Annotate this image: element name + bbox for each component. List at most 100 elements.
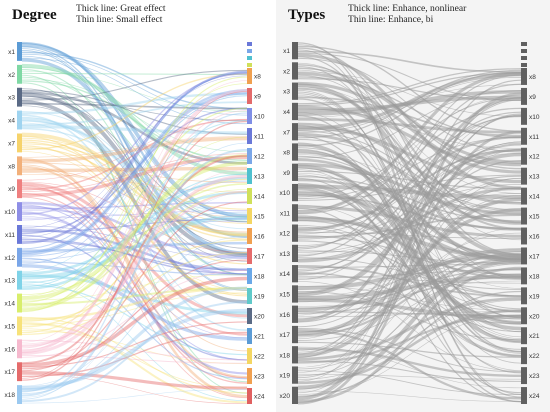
sankey-link bbox=[21, 292, 248, 326]
sankey-link bbox=[21, 102, 248, 110]
right-node-label: x14 bbox=[529, 194, 540, 201]
sankey-link bbox=[21, 205, 248, 276]
right-node-label: x17 bbox=[529, 253, 540, 260]
sankey-link bbox=[21, 141, 248, 265]
types-title: Types bbox=[288, 7, 326, 23]
sankey-link bbox=[21, 71, 248, 112]
sankey-link bbox=[21, 135, 248, 297]
sankey-link bbox=[297, 273, 522, 341]
sankey-link bbox=[21, 110, 248, 349]
sankey-link bbox=[297, 299, 522, 380]
sankey-link bbox=[21, 107, 248, 303]
sankey-link bbox=[21, 234, 248, 361]
left-node-label: x7 bbox=[283, 129, 290, 136]
left-node-label: x2 bbox=[283, 68, 290, 75]
sankey-link bbox=[297, 72, 522, 214]
left-node-x8 bbox=[17, 156, 22, 176]
sankey-link bbox=[21, 328, 248, 389]
sankey-link bbox=[21, 147, 248, 236]
sankey-link bbox=[21, 192, 248, 398]
sankey-link bbox=[297, 72, 522, 107]
sankey-link bbox=[21, 91, 248, 256]
types-legend-thick: Thick line: Enhance, nonlinear bbox=[348, 3, 467, 14]
sankey-link bbox=[21, 180, 248, 257]
left-node-label: x20 bbox=[280, 393, 291, 400]
right-node-x23 bbox=[521, 367, 527, 385]
sankey-link bbox=[21, 191, 248, 347]
sankey-link bbox=[21, 42, 248, 218]
sankey-link bbox=[21, 287, 248, 306]
sankey-link bbox=[21, 70, 248, 245]
sankey-link bbox=[21, 101, 248, 126]
sankey-link bbox=[21, 97, 248, 122]
right-node-x17 bbox=[247, 248, 252, 264]
sankey-link bbox=[21, 137, 248, 224]
right-node-x15 bbox=[521, 207, 527, 225]
sankey-link bbox=[297, 266, 522, 403]
left-node-label: x3 bbox=[283, 89, 290, 96]
sankey-link bbox=[21, 211, 248, 261]
right-node-x24 bbox=[521, 387, 527, 404]
sankey-link bbox=[297, 115, 522, 281]
right-node-x24 bbox=[247, 388, 252, 404]
left-node-label: x4 bbox=[283, 109, 290, 116]
sankey-link bbox=[21, 162, 248, 183]
sankey-link bbox=[297, 373, 522, 380]
left-node-label: x8 bbox=[283, 150, 290, 157]
sankey-link bbox=[21, 57, 248, 125]
left-node-label: x16 bbox=[280, 312, 291, 319]
sankey-link bbox=[21, 136, 248, 163]
degree-sankey-diagram: x1 x2 x3 x4 x7 x8 x9 x10 x11 x12 x13 x14 x15 x16 x17 x1… bbox=[5, 41, 265, 405]
sankey-link bbox=[297, 113, 522, 401]
left-node-x18 bbox=[17, 385, 22, 404]
sankey-link bbox=[21, 252, 248, 336]
link-group bbox=[21, 41, 248, 405]
left-node-label: x10 bbox=[5, 209, 16, 216]
sankey-link bbox=[21, 181, 248, 253]
sankey-link bbox=[21, 186, 248, 336]
sankey-link bbox=[21, 321, 248, 368]
right-node-stub bbox=[247, 63, 252, 67]
left-node-label: x4 bbox=[8, 118, 15, 125]
right-node-label: x24 bbox=[254, 394, 265, 401]
right-node-label: x16 bbox=[254, 234, 265, 241]
sankey-link bbox=[21, 114, 248, 331]
right-node-label: x15 bbox=[529, 214, 540, 221]
sankey-link bbox=[297, 68, 522, 105]
right-node-label: x19 bbox=[529, 293, 540, 300]
sankey-link bbox=[21, 89, 248, 254]
sankey-link bbox=[21, 76, 248, 222]
sankey-link bbox=[21, 264, 248, 341]
link-group bbox=[297, 42, 522, 405]
sankey-link bbox=[21, 155, 248, 197]
sankey-link bbox=[297, 177, 522, 379]
right-node-label: x13 bbox=[529, 174, 540, 181]
right-node-label: x12 bbox=[254, 154, 265, 161]
left-node-label: x9 bbox=[8, 186, 15, 193]
right-node-x11 bbox=[247, 128, 252, 144]
sankey-link bbox=[21, 189, 248, 295]
sankey-link bbox=[21, 255, 248, 395]
sankey-link bbox=[21, 75, 248, 229]
sankey-link bbox=[21, 225, 248, 259]
sankey-link bbox=[21, 88, 248, 249]
sankey-link bbox=[21, 46, 248, 276]
sankey-link bbox=[21, 91, 248, 165]
left-node-label: x13 bbox=[5, 278, 16, 285]
right-node-x13 bbox=[521, 167, 527, 185]
right-node-stub bbox=[521, 42, 527, 46]
left-node-label: x17 bbox=[280, 332, 291, 339]
sankey-link bbox=[297, 152, 522, 297]
degree-panel: x1 x2 x3 x4 x7 x8 x9 x10 x11 x12 x13 x14 x15 x16 x17 x1… bbox=[0, 0, 272, 412]
sankey-link bbox=[21, 41, 248, 239]
sankey-link bbox=[297, 69, 522, 139]
degree-legend: Thick line: Great effect Thin line: Smal… bbox=[76, 3, 166, 25]
left-node-x1 bbox=[17, 42, 22, 61]
sankey-link bbox=[21, 136, 248, 309]
sankey-link bbox=[21, 50, 248, 291]
sankey-link bbox=[297, 97, 522, 198]
sankey-link bbox=[21, 168, 248, 233]
sankey-link bbox=[21, 72, 248, 76]
left-node-x20 bbox=[292, 386, 298, 404]
sankey-link bbox=[297, 174, 522, 201]
